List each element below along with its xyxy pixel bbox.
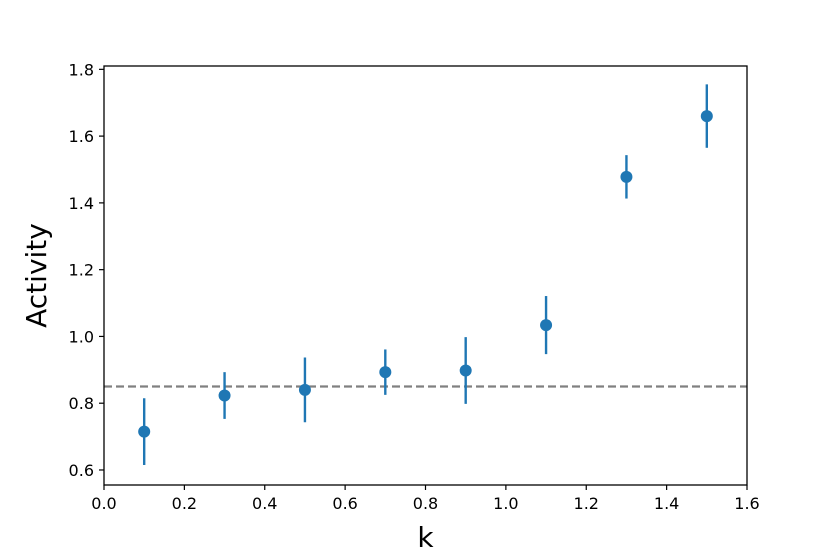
x-tick-label: 1.4: [654, 494, 679, 513]
y-tick-label: 0.8: [69, 394, 94, 413]
x-axis-label: k: [417, 521, 434, 554]
data-point: [138, 425, 151, 438]
data-point: [620, 170, 633, 183]
plot-frame: [103, 65, 748, 486]
x-tick-label: 0.4: [252, 494, 277, 513]
y-tick-label: 1.2: [69, 261, 94, 280]
data-point: [459, 364, 472, 377]
y-tick-label: 1.8: [69, 60, 94, 79]
x-tick-label: 0.0: [91, 494, 116, 513]
data-point: [700, 110, 713, 123]
y-tick-label: 1.4: [69, 194, 94, 213]
y-axis-label: Activity: [20, 223, 53, 328]
x-axis: 0.0 0.2 0.4 0.6 0.8 1.0 1.2 1.4 1.6: [91, 485, 760, 513]
data-point: [379, 366, 392, 379]
x-tick-label: 1.0: [493, 494, 518, 513]
y-axis: 0.6 0.8 1.0 1.2 1.4 1.6 1.8: [69, 60, 104, 480]
x-tick-label: 1.6: [734, 494, 759, 513]
x-tick-label: 1.2: [574, 494, 599, 513]
data-point: [298, 383, 311, 396]
x-tick-label: 0.2: [172, 494, 197, 513]
x-tick-label: 0.6: [332, 494, 357, 513]
data-layer: [104, 84, 747, 465]
y-tick-label: 1.6: [69, 127, 94, 146]
y-tick-label: 0.6: [69, 461, 94, 480]
y-tick-label: 1.0: [69, 327, 94, 346]
x-tick-label: 0.8: [413, 494, 438, 513]
data-point: [540, 319, 553, 332]
data-point: [218, 389, 231, 402]
